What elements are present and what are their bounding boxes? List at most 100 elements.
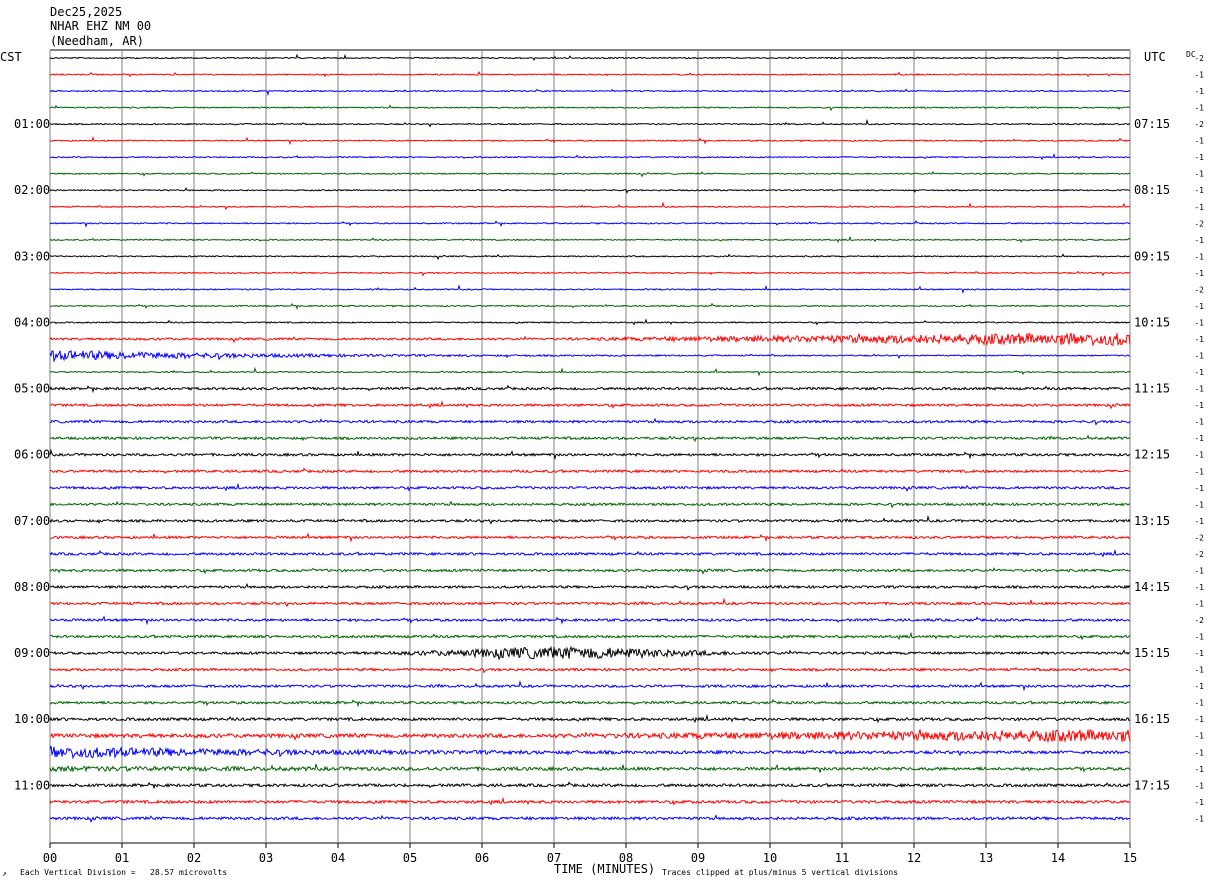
left-time-label: 01:00 bbox=[14, 117, 50, 131]
x-tick-label: 07 bbox=[547, 851, 561, 865]
dc-offset: -1 bbox=[1194, 517, 1204, 526]
trace-line bbox=[49, 220, 1131, 228]
trace-line bbox=[49, 763, 1131, 773]
dc-offset: -1 bbox=[1194, 352, 1204, 361]
right-time-label: 12:15 bbox=[1134, 448, 1170, 462]
trace-line bbox=[49, 434, 1131, 443]
x-tick-label: 04 bbox=[331, 851, 345, 865]
right-time-label: 15:15 bbox=[1134, 646, 1170, 660]
dc-offset: -1 bbox=[1194, 748, 1204, 757]
left-time-label: 02:00 bbox=[14, 183, 50, 197]
trace-line bbox=[49, 548, 1131, 558]
trace-line bbox=[49, 482, 1131, 493]
header-location: (Needham, AR) bbox=[50, 34, 144, 48]
dc-offset: -1 bbox=[1194, 732, 1204, 741]
trace-line bbox=[49, 88, 1131, 97]
x-tick-label: 15 bbox=[1123, 851, 1137, 865]
right-zone-label: UTC bbox=[1144, 50, 1166, 64]
left-time-label: 03:00 bbox=[14, 249, 50, 263]
dc-offset: -1 bbox=[1194, 566, 1204, 575]
x-tick-label: 01 bbox=[115, 851, 129, 865]
trace-line bbox=[49, 448, 1131, 461]
dc-offset: -1 bbox=[1194, 781, 1204, 790]
x-tick-label: 10 bbox=[763, 851, 777, 865]
left-zone-label: CST bbox=[0, 50, 22, 64]
dc-offset: -1 bbox=[1194, 137, 1204, 146]
right-time-labels: 07:15 08:15 09:15 10:15 11:15 12:15 13:15 14:15… bbox=[1134, 117, 1170, 792]
dc-offset: -1 bbox=[1194, 87, 1204, 96]
right-time-label: 14:15 bbox=[1134, 580, 1170, 594]
trace-line bbox=[49, 631, 1131, 641]
trace-line bbox=[49, 713, 1131, 724]
trace-line bbox=[49, 349, 1131, 363]
scale-note: Each Vertical Division = 28.57 microvolt… bbox=[20, 868, 227, 877]
dc-offset: -1 bbox=[1194, 434, 1204, 443]
x-tick-label: 11 bbox=[835, 851, 849, 865]
dc-offset: -1 bbox=[1194, 71, 1204, 80]
dc-offset: -1 bbox=[1194, 814, 1204, 823]
dc-offset: -1 bbox=[1194, 666, 1204, 675]
trace-line bbox=[49, 500, 1131, 509]
dc-offset: -1 bbox=[1194, 798, 1204, 807]
trace-line bbox=[49, 53, 1131, 61]
trace-line bbox=[49, 467, 1131, 474]
dc-offset: -1 bbox=[1194, 583, 1204, 592]
trace-line bbox=[49, 729, 1131, 744]
right-time-label: 08:15 bbox=[1134, 183, 1170, 197]
trace-line bbox=[49, 153, 1131, 161]
x-tick-label: 03 bbox=[259, 851, 273, 865]
dc-offset: -2 bbox=[1194, 616, 1204, 625]
dc-offset: -1 bbox=[1194, 104, 1204, 113]
header-station: NHAR EHZ NM 00 bbox=[50, 19, 151, 33]
dc-offset: -2 bbox=[1194, 550, 1204, 559]
header-date: Dec25,2025 bbox=[50, 5, 122, 19]
dc-offset: -1 bbox=[1194, 153, 1204, 162]
left-time-label: 05:00 bbox=[14, 382, 50, 396]
dc-offset: -1 bbox=[1194, 649, 1204, 658]
trace-line bbox=[49, 135, 1131, 146]
dc-offset: -1 bbox=[1194, 385, 1204, 394]
dc-offset: -2 bbox=[1194, 120, 1204, 129]
trace-line bbox=[49, 583, 1131, 592]
trace-line bbox=[49, 118, 1131, 128]
trace-line bbox=[49, 615, 1131, 626]
x-tick-label: 05 bbox=[403, 851, 417, 865]
trace-line bbox=[49, 70, 1131, 78]
dc-offset: -2 bbox=[1194, 219, 1204, 228]
trace-line bbox=[49, 170, 1131, 178]
dc-offset: -1 bbox=[1194, 236, 1204, 245]
right-time-label: 07:15 bbox=[1134, 117, 1170, 131]
dc-offset: -1 bbox=[1194, 715, 1204, 724]
x-tick-label: 13 bbox=[979, 851, 993, 865]
trace-line bbox=[49, 104, 1131, 112]
right-time-label: 09:15 bbox=[1134, 249, 1170, 263]
right-time-label: 11:15 bbox=[1134, 382, 1170, 396]
trace-line bbox=[49, 680, 1131, 692]
trace-line bbox=[49, 514, 1131, 525]
dc-offset: -1 bbox=[1194, 252, 1204, 261]
x-axis-label: TIME (MINUTES) bbox=[554, 862, 655, 876]
dc-offset: -1 bbox=[1194, 500, 1204, 509]
grid bbox=[49, 49, 1131, 848]
dc-offset: -1 bbox=[1194, 599, 1204, 608]
dc-offset: -1 bbox=[1194, 368, 1204, 377]
dc-offset: -1 bbox=[1194, 699, 1204, 708]
dc-offset: -1 bbox=[1194, 186, 1204, 195]
trace-line bbox=[49, 270, 1131, 277]
trace-line bbox=[49, 597, 1131, 608]
dc-offset: -1 bbox=[1194, 401, 1204, 410]
dc-offset: -1 bbox=[1194, 418, 1204, 427]
dc-offset-labels: -2 -1 -1 -1 -2 -1 -1 -1 -1 -1 -2 -1 -1 -1 -2 -1 -1 -1 -1 -1… bbox=[1194, 54, 1204, 823]
trace-line bbox=[49, 796, 1131, 806]
dc-offset: -1 bbox=[1194, 318, 1204, 327]
right-time-label: 16:15 bbox=[1134, 712, 1170, 726]
trace-line bbox=[49, 814, 1131, 823]
left-time-label: 07:00 bbox=[14, 514, 50, 528]
trace-line bbox=[49, 235, 1131, 244]
dc-offset: -1 bbox=[1194, 269, 1204, 278]
dc-offset: -1 bbox=[1194, 335, 1204, 344]
traces bbox=[49, 53, 1131, 823]
trace-line bbox=[49, 698, 1131, 708]
trace-line bbox=[49, 567, 1131, 575]
